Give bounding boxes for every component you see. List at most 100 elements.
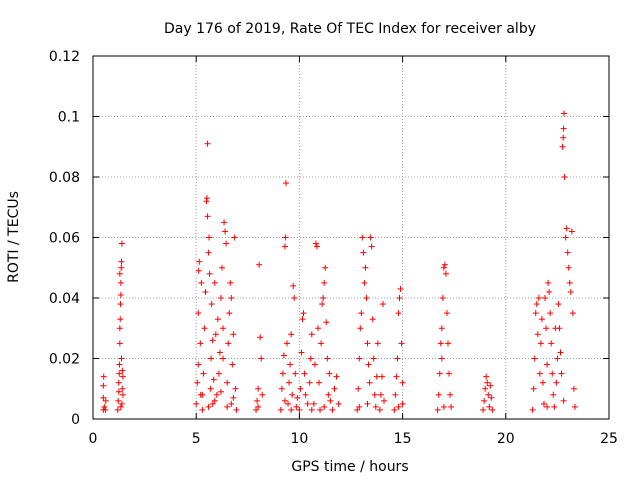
data-point [561, 174, 568, 180]
data-point [285, 400, 292, 407]
data-point [193, 400, 200, 407]
data-point [560, 134, 567, 141]
data-point [205, 403, 212, 410]
data-point [373, 373, 380, 380]
data-point [397, 285, 404, 292]
data-point [116, 340, 123, 347]
data-point [225, 340, 232, 347]
data-point [281, 397, 288, 404]
data-point [115, 388, 122, 395]
data-point [560, 125, 567, 132]
data-point [369, 316, 376, 323]
data-point [220, 325, 227, 332]
x-tick-label: 15 [394, 431, 412, 447]
data-point [221, 219, 228, 226]
x-tick-label: 0 [89, 431, 98, 447]
data-point [206, 270, 213, 277]
data-point [119, 385, 126, 392]
data-point [480, 406, 487, 413]
data-point [306, 379, 313, 386]
data-point [211, 279, 218, 286]
data-point [550, 391, 557, 398]
data-point [312, 240, 319, 247]
data-point [288, 406, 295, 413]
data-point [195, 310, 202, 317]
data-point [370, 355, 377, 362]
data-point [102, 406, 109, 413]
data-point [118, 264, 125, 271]
data-point [115, 397, 122, 404]
data-point [208, 301, 215, 308]
data-point [540, 400, 547, 407]
data-point [445, 340, 452, 347]
data-point [489, 406, 496, 413]
data-point [204, 213, 211, 220]
data-point [300, 310, 307, 317]
data-point [569, 310, 576, 317]
y-tick-label: 0.02 [49, 352, 80, 368]
data-point [360, 249, 367, 256]
data-point [335, 400, 342, 407]
data-point [223, 240, 230, 247]
data-point [391, 406, 398, 413]
data-point [539, 379, 546, 386]
data-point [213, 391, 220, 398]
data-point [287, 361, 294, 368]
data-point [196, 258, 203, 265]
data-point [319, 301, 326, 308]
x-tick-label: 5 [192, 431, 201, 447]
data-point [282, 234, 289, 241]
data-point [368, 243, 375, 250]
data-point [446, 370, 453, 377]
data-point [325, 391, 332, 398]
data-point [232, 385, 239, 392]
data-point [562, 234, 569, 241]
data-point [439, 295, 446, 301]
data-point [116, 325, 123, 332]
data-point [254, 397, 261, 404]
data-point [538, 316, 545, 323]
data-point [195, 361, 202, 368]
y-tick-label: 0.06 [49, 231, 80, 247]
data-point [280, 352, 287, 359]
data-point [364, 400, 371, 407]
data-point [194, 379, 201, 386]
data-point [118, 240, 125, 247]
data-point [117, 291, 124, 298]
data-point [119, 373, 126, 380]
data-point [570, 385, 577, 392]
data-point [202, 288, 209, 295]
data-point [442, 270, 449, 277]
data-point [205, 249, 212, 256]
data-point [199, 406, 206, 413]
data-point [316, 379, 323, 386]
data-point [566, 279, 573, 286]
data-point [100, 394, 107, 401]
data-point [302, 391, 309, 398]
data-point [200, 370, 207, 377]
data-point [259, 391, 266, 398]
data-point [359, 234, 366, 241]
data-point [537, 340, 544, 347]
data-point [286, 379, 293, 386]
data-point [197, 340, 204, 347]
data-point [321, 403, 328, 410]
data-point [308, 331, 315, 338]
data-points [100, 110, 578, 413]
data-point [399, 379, 406, 386]
data-point [327, 397, 334, 404]
data-point [355, 385, 362, 392]
data-point [114, 406, 121, 413]
data-point [199, 391, 206, 398]
data-point [118, 258, 125, 265]
data-point [329, 406, 336, 413]
data-point [210, 376, 217, 383]
data-point [557, 349, 564, 356]
data-point [571, 403, 578, 410]
data-point [233, 406, 240, 413]
data-point [313, 243, 320, 250]
data-point [289, 391, 296, 398]
data-point [395, 310, 402, 317]
data-point [565, 264, 572, 271]
